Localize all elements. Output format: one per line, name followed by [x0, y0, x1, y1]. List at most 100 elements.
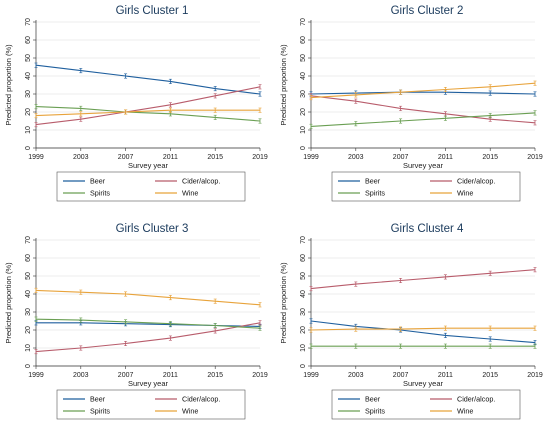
y-tick-label: 70	[25, 236, 32, 244]
y-tick-label: 40	[300, 290, 307, 298]
x-tick-label: 2003	[73, 154, 89, 161]
x-tick-label: 2007	[118, 372, 134, 379]
series-line-beer	[310, 91, 536, 95]
legend: Beer Cider/alcop. Spirits Wine	[331, 389, 521, 420]
legend-label-beer: Beer	[365, 395, 381, 404]
series-line-beer	[35, 64, 261, 95]
y-tick-label: 30	[300, 90, 307, 98]
x-tick-label: 2003	[348, 372, 364, 379]
legend-label-spirits: Spirits	[365, 407, 385, 416]
y-tick-label: 10	[25, 126, 32, 134]
legend-box	[331, 389, 521, 420]
x-tick-label: 2015	[482, 154, 498, 161]
series-line-spirits	[310, 112, 536, 127]
x-tick-label: 2015	[207, 154, 223, 161]
y-tick-label: 30	[300, 308, 307, 316]
x-tick-label: 2019	[252, 372, 268, 379]
x-axis-label: Survey year	[403, 161, 444, 170]
y-tick-label: 40	[25, 72, 32, 80]
x-tick-label: 2019	[527, 154, 543, 161]
x-tick-label: 1999	[303, 372, 319, 379]
x-tick-label: 2019	[527, 372, 543, 379]
x-tick-label: 1999	[28, 372, 44, 379]
line-chart-girls-cluster-1: Girls Cluster 1 0 10 20 30 40 50 60 70 1999 2003 20…	[4, 5, 268, 202]
legend-label-cider-alcop: Cider/alcop.	[457, 177, 495, 186]
y-tick-label: 70	[300, 18, 307, 26]
y-tick-label: 0	[25, 146, 32, 150]
y-tick-label: 60	[25, 36, 32, 44]
series-line-spirits	[35, 106, 261, 122]
x-tick-label: 2011	[163, 372, 178, 379]
line-chart-girls-cluster-3: Girls Cluster 3 0 10 20 30 40 50 60 70 1999 2003 20…	[4, 223, 268, 420]
y-tick-label: 60	[25, 254, 32, 262]
y-tick-label: 20	[25, 108, 32, 116]
series-line-cider-alcop	[310, 269, 536, 290]
legend-label-spirits: Spirits	[90, 189, 110, 198]
y-tick-label: 10	[300, 126, 307, 134]
chart-title: Girls Cluster 3	[116, 223, 189, 235]
y-tick-label: 40	[300, 72, 307, 80]
y-tick-label: 50	[300, 272, 307, 280]
line-chart-girls-cluster-2: Girls Cluster 2 0 10 20 30 40 50 60 70 1999 2003 20…	[279, 5, 543, 202]
chart-panel-girls-cluster-1: Girls Cluster 1 0 10 20 30 40 50 60 70 1999 2003 20…	[0, 0, 275, 217]
x-tick-label: 2007	[393, 154, 409, 161]
y-tick-label: 60	[300, 36, 307, 44]
legend-label-wine: Wine	[182, 407, 198, 416]
x-tick-label: 2015	[207, 372, 223, 379]
legend-label-spirits: Spirits	[365, 189, 385, 198]
series-line-spirits	[35, 318, 261, 329]
x-tick-label: 2011	[438, 154, 453, 161]
y-tick-label: 50	[300, 54, 307, 62]
x-tick-label: 2007	[118, 154, 134, 161]
legend-label-cider-alcop: Cider/alcop.	[182, 177, 220, 186]
legend: Beer Cider/alcop. Spirits Wine	[331, 171, 521, 202]
legend-box	[56, 171, 246, 202]
legend-label-spirits: Spirits	[90, 407, 110, 416]
y-tick-label: 30	[25, 308, 32, 316]
series-line-wine	[35, 289, 261, 306]
legend-label-cider-alcop: Cider/alcop.	[457, 395, 495, 404]
x-tick-label: 2007	[393, 372, 409, 379]
chart-title: Girls Cluster 4	[391, 223, 464, 235]
legend-label-wine: Wine	[457, 407, 473, 416]
y-tick-label: 60	[300, 254, 307, 262]
x-tick-label: 2011	[438, 372, 453, 379]
series-line-cider-alcop	[35, 322, 261, 353]
x-tick-label: 1999	[28, 154, 44, 161]
y-tick-label: 70	[25, 18, 32, 26]
series-line-cider-alcop	[35, 86, 261, 126]
y-axis-label: Predicted proportion (%)	[279, 44, 288, 126]
y-tick-label: 30	[25, 90, 32, 98]
legend-label-beer: Beer	[90, 177, 106, 186]
x-tick-label: 2011	[163, 154, 178, 161]
legend-label-wine: Wine	[457, 189, 473, 198]
legend-box	[331, 171, 521, 202]
series-line-cider-alcop	[310, 95, 536, 124]
x-axis-label: Survey year	[403, 379, 444, 388]
y-tick-label: 70	[300, 236, 307, 244]
y-tick-label: 10	[25, 344, 32, 352]
y-tick-label: 20	[300, 326, 307, 334]
legend-label-cider-alcop: Cider/alcop.	[182, 395, 220, 404]
y-tick-label: 20	[300, 108, 307, 116]
y-tick-label: 20	[25, 326, 32, 334]
x-axis-label: Survey year	[128, 379, 169, 388]
y-tick-label: 50	[25, 272, 32, 280]
line-chart-girls-cluster-4: Girls Cluster 4 0 10 20 30 40 50 60 70 1999 2003 20…	[279, 223, 543, 420]
series-line-wine	[35, 109, 260, 117]
y-tick-label: 0	[25, 364, 32, 368]
y-tick-label: 0	[300, 364, 307, 368]
legend-label-beer: Beer	[365, 177, 381, 186]
y-tick-label: 0	[300, 146, 307, 150]
x-tick-label: 2015	[482, 372, 498, 379]
chart-panel-girls-cluster-4: Girls Cluster 4 0 10 20 30 40 50 60 70 1999 2003 20…	[275, 218, 550, 435]
legend-box	[56, 389, 246, 420]
x-tick-label: 2003	[73, 372, 89, 379]
chart-panel-girls-cluster-2: Girls Cluster 2 0 10 20 30 40 50 60 70 1999 2003 20…	[275, 0, 550, 217]
y-tick-label: 10	[300, 344, 307, 352]
x-axis-label: Survey year	[128, 161, 169, 170]
legend: Beer Cider/alcop. Spirits Wine	[56, 171, 246, 202]
x-tick-label: 1999	[303, 154, 319, 161]
legend-label-beer: Beer	[90, 395, 106, 404]
